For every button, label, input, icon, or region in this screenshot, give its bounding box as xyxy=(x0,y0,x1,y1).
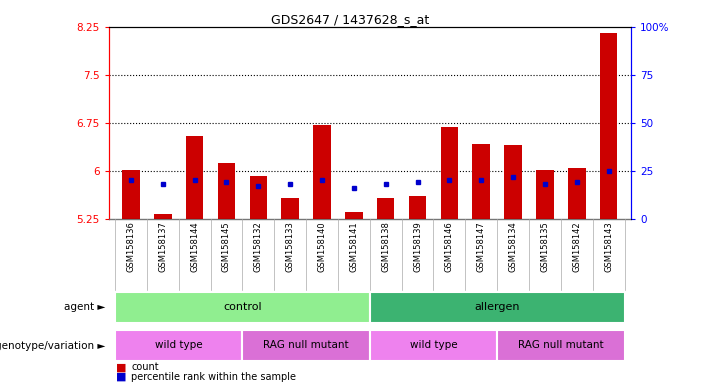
Text: GSM158134: GSM158134 xyxy=(509,221,517,272)
Text: allergen: allergen xyxy=(475,301,520,311)
Text: GSM158135: GSM158135 xyxy=(540,221,550,272)
Bar xyxy=(370,292,625,323)
Text: wild type: wild type xyxy=(155,340,203,350)
Text: GSM158139: GSM158139 xyxy=(413,221,422,272)
Bar xyxy=(154,214,172,219)
Text: ■: ■ xyxy=(116,362,126,372)
Text: GSM158146: GSM158146 xyxy=(445,221,454,272)
Bar xyxy=(250,176,267,219)
Bar xyxy=(497,330,625,361)
Text: RAG null mutant: RAG null mutant xyxy=(518,340,604,350)
Text: ■: ■ xyxy=(116,372,126,382)
Bar xyxy=(441,127,458,219)
Text: GSM158144: GSM158144 xyxy=(190,221,199,271)
Bar xyxy=(370,330,497,361)
Text: wild type: wild type xyxy=(409,340,457,350)
Text: GSM158133: GSM158133 xyxy=(286,221,294,272)
Bar xyxy=(504,145,522,219)
Bar xyxy=(313,125,331,219)
Bar xyxy=(115,330,243,361)
Text: genotype/variation ►: genotype/variation ► xyxy=(0,341,105,351)
Bar xyxy=(472,144,490,219)
Text: agent ►: agent ► xyxy=(64,302,105,312)
Text: GSM158140: GSM158140 xyxy=(318,221,327,271)
Bar xyxy=(115,292,370,323)
Text: control: control xyxy=(223,301,261,311)
Bar xyxy=(345,212,362,219)
Bar xyxy=(568,168,585,219)
Bar xyxy=(281,198,299,219)
Bar xyxy=(600,33,618,219)
Text: GSM158136: GSM158136 xyxy=(126,221,135,272)
Text: GSM158141: GSM158141 xyxy=(349,221,358,271)
Text: GSM158142: GSM158142 xyxy=(572,221,581,271)
Bar xyxy=(536,170,554,219)
Bar xyxy=(218,163,236,219)
Bar xyxy=(377,198,395,219)
Text: GSM158147: GSM158147 xyxy=(477,221,486,272)
Bar xyxy=(122,170,139,219)
Bar xyxy=(243,330,370,361)
Text: RAG null mutant: RAG null mutant xyxy=(264,340,349,350)
Bar xyxy=(409,197,426,219)
Text: GDS2647 / 1437628_s_at: GDS2647 / 1437628_s_at xyxy=(271,13,430,26)
Bar xyxy=(186,136,203,219)
Text: GSM158132: GSM158132 xyxy=(254,221,263,272)
Text: count: count xyxy=(131,362,158,372)
Text: percentile rank within the sample: percentile rank within the sample xyxy=(131,372,296,382)
Text: GSM158138: GSM158138 xyxy=(381,221,390,272)
Text: GSM158137: GSM158137 xyxy=(158,221,168,272)
Text: GSM158145: GSM158145 xyxy=(222,221,231,271)
Text: GSM158143: GSM158143 xyxy=(604,221,613,272)
